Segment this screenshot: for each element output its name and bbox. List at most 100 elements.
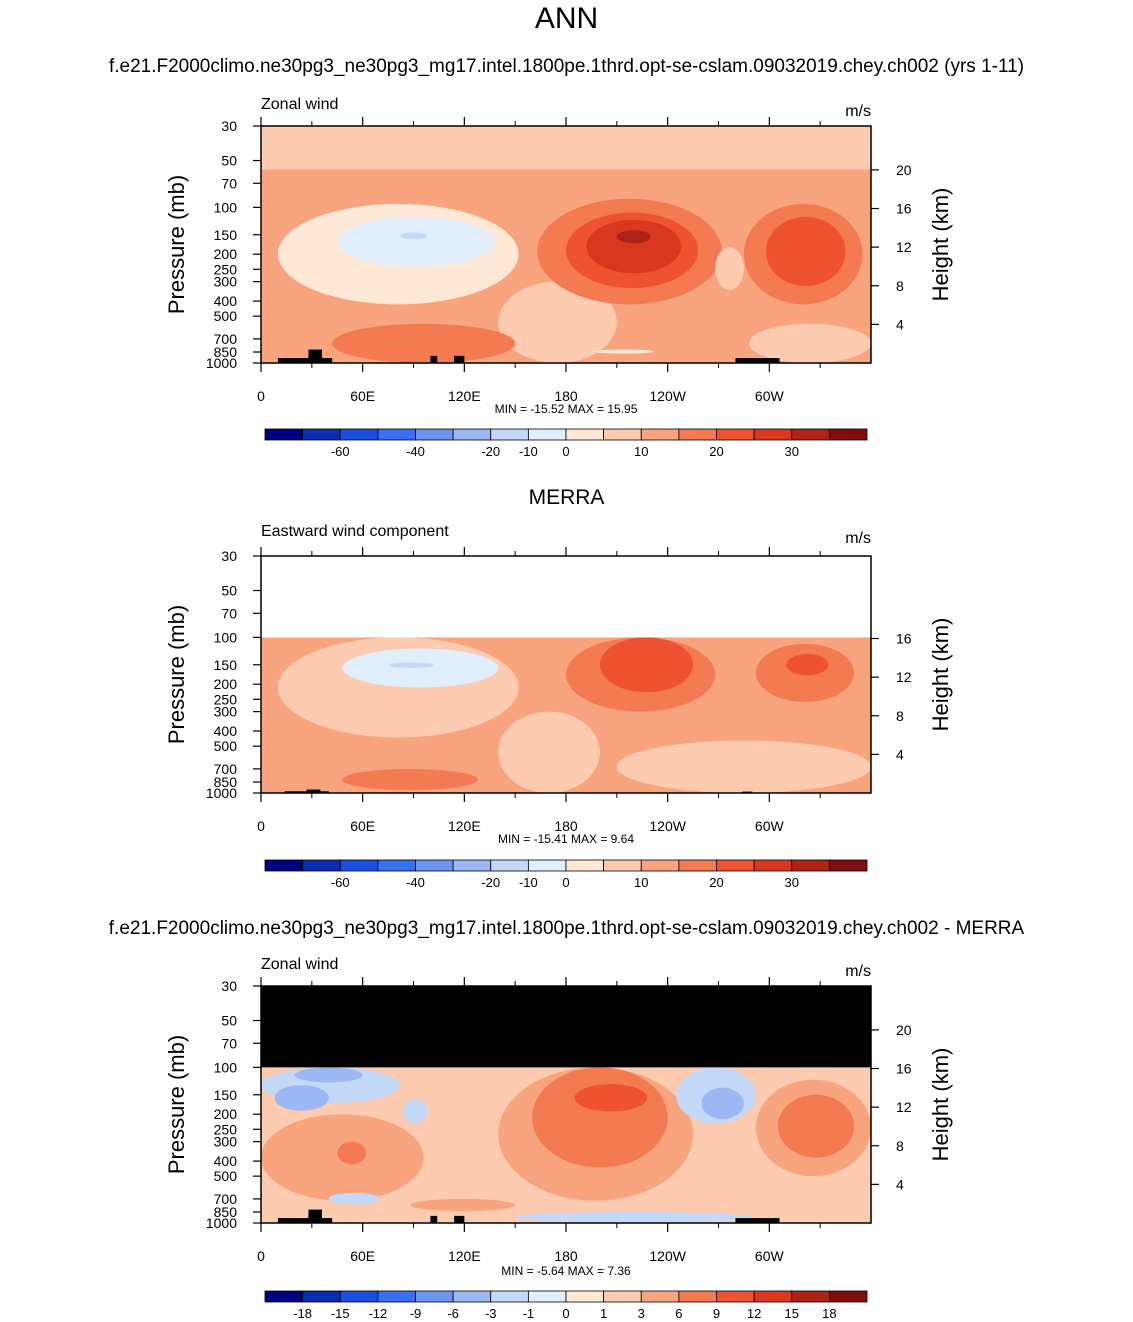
height-tick-label: 12	[896, 669, 912, 685]
colorbar-label: 10	[634, 444, 648, 459]
colorbar-label: 10	[634, 875, 648, 890]
colorbar-box	[377, 428, 416, 441]
colorbar-label: -20	[481, 444, 500, 459]
height-tick-label: 20	[896, 162, 912, 178]
y-tick-label: 50	[221, 583, 237, 599]
colorbar-box	[452, 1290, 492, 1303]
y-tick-label: 1000	[206, 355, 237, 371]
region-atlantic-jet-core	[786, 654, 829, 676]
diff-title: f.e21.F2000climo.ne30pg3_ne30pg3_mg17.in…	[108, 918, 1025, 939]
colorbar-label: -1	[523, 1306, 535, 1321]
x-tick-label: 60W	[755, 818, 785, 834]
y-tick-label: 400	[214, 723, 238, 739]
y-tick-label: 200	[214, 246, 238, 262]
x-tick-label: 60E	[350, 388, 375, 404]
colorbar-box	[791, 1290, 830, 1303]
colorbar-box	[678, 1290, 717, 1303]
y-tick-label: 150	[214, 657, 238, 673]
height-tick-label: 12	[896, 1099, 912, 1115]
y-tick-label: 200	[214, 1106, 238, 1122]
colorbar-box	[527, 428, 567, 441]
region-upper-west-negative-east	[294, 1067, 363, 1083]
region-maritime-easterly-tongue	[498, 281, 617, 363]
height-tick-label: 4	[896, 1176, 904, 1192]
region-indian-ocean-easterly-core	[337, 216, 495, 267]
region-central-pacific-jet-core	[599, 637, 694, 693]
region-pacific-easterly-column	[498, 711, 600, 793]
height-tick-label: 8	[896, 708, 904, 724]
topography-1	[308, 1209, 322, 1223]
x-tick-label: 0	[257, 388, 265, 404]
colorbar-label: 30	[785, 875, 799, 890]
region-lower-atlantic-easterly	[749, 323, 871, 363]
colorbar-box	[264, 1290, 304, 1303]
region-lower-indian-band	[410, 1198, 516, 1212]
topography-3	[454, 355, 465, 363]
region-indian-ocean-easterly-core	[342, 648, 499, 688]
right-axis-title: Height (km)	[928, 1048, 953, 1162]
region-east-lower-positive	[718, 1198, 871, 1213]
colorbar-label: 0	[562, 875, 569, 890]
height-tick-label: 12	[896, 239, 912, 255]
variable-label: Zonal wind	[261, 956, 338, 973]
y-tick-label: 70	[221, 1035, 237, 1051]
height-tick-label: 8	[896, 1138, 904, 1154]
colorbar-box	[753, 859, 793, 872]
colorbar-label: -3	[485, 1306, 497, 1321]
colorbar-box	[678, 859, 717, 872]
x-tick-label: 180	[554, 1248, 578, 1264]
height-tick-label: 4	[896, 746, 904, 762]
colorbar-label: -6	[447, 1306, 459, 1321]
missing-data-region	[261, 986, 871, 1068]
colorbar-label: 15	[785, 1306, 799, 1321]
case-title: f.e21.F2000climo.ne30pg3_ne30pg3_mg17.in…	[108, 56, 1025, 77]
colorbar-label: -20	[481, 875, 500, 890]
colorbar-box	[490, 1290, 529, 1303]
topography-1	[306, 789, 321, 793]
topography-4	[735, 358, 780, 363]
colorbar-box	[678, 428, 717, 441]
colorbar-box	[264, 859, 304, 872]
colorbar-box	[415, 1290, 454, 1303]
region-central-pacific-jet-max	[616, 230, 651, 244]
y-tick-label: 700	[214, 761, 238, 777]
units-label: m/s	[845, 963, 871, 980]
region-stratosphere-easterly	[261, 126, 871, 170]
colorbar-box	[828, 1290, 868, 1303]
x-tick-label: 120W	[649, 818, 686, 834]
region-west-positive-core	[337, 1141, 367, 1165]
y-axis-title: Pressure (mb)	[164, 175, 189, 314]
topography-1	[308, 349, 322, 363]
colorbar-box	[527, 859, 567, 872]
colorbar-box	[603, 428, 642, 441]
x-tick-label: 120E	[448, 388, 481, 404]
colorbar-box	[452, 428, 492, 441]
colorbar-label: 12	[747, 1306, 761, 1321]
colorbar-label: 0	[562, 1306, 569, 1321]
region-indian-negative-pocket	[403, 1099, 428, 1124]
colorbar-box	[452, 859, 492, 872]
colorbar-label: -40	[406, 875, 425, 890]
page-title: ANN	[534, 2, 599, 35]
colorbar-box	[490, 859, 529, 872]
y-tick-label: 50	[221, 153, 237, 169]
y-tick-label: 500	[214, 308, 238, 324]
region-lower-atlantic-easterly	[616, 740, 871, 793]
x-tick-label: 0	[257, 1248, 265, 1264]
min-max-stats: MIN = -5.64 MAX = 7.36	[501, 1264, 631, 1278]
colorbar-box	[828, 428, 868, 441]
colorbar-box	[527, 1290, 567, 1303]
colorbar-box	[565, 1290, 605, 1303]
plot-area	[261, 126, 871, 363]
y-tick-label: 400	[214, 293, 238, 309]
y-tick-label: 700	[214, 1191, 238, 1207]
x-tick-label: 60W	[755, 388, 785, 404]
colorbar-box	[264, 428, 304, 441]
colorbar-box	[490, 428, 529, 441]
x-tick-label: 120E	[448, 1248, 481, 1264]
height-tick-label: 16	[896, 631, 912, 647]
topography-0	[277, 1218, 333, 1223]
colorbar-box	[415, 859, 454, 872]
y-tick-label: 50	[221, 1013, 237, 1029]
topography-0	[277, 358, 333, 363]
